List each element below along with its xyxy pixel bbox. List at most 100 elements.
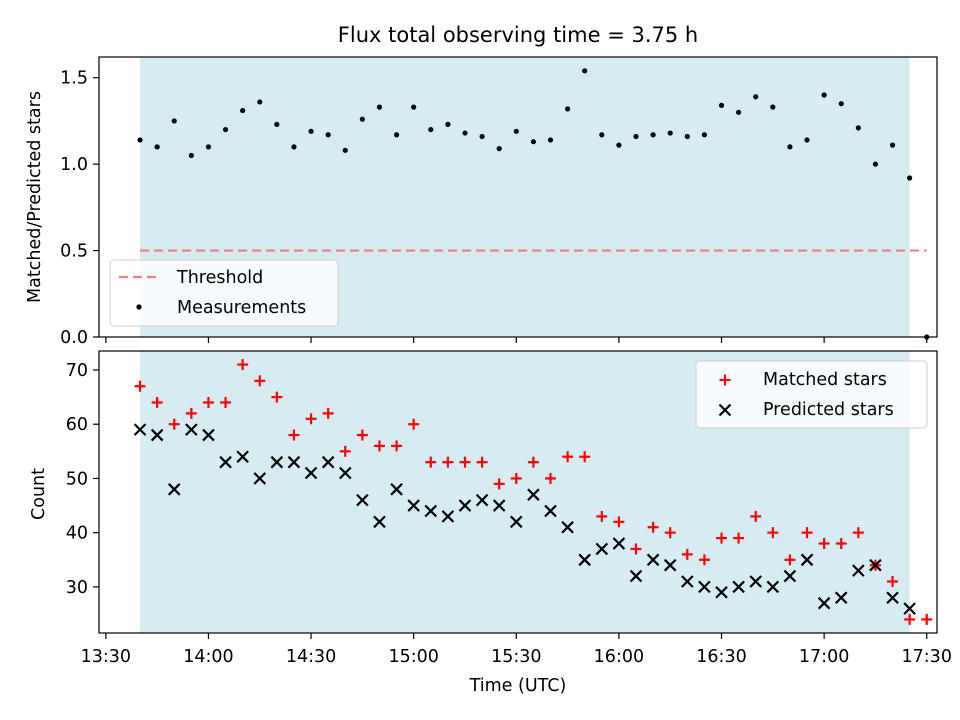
legend-predicted-swatch: [718, 403, 732, 417]
legend-matched-label: Matched stars: [763, 370, 887, 390]
predicted-star-point-b: [338, 466, 352, 480]
measurement-point: [428, 126, 434, 133]
predicted-star-point: [321, 455, 335, 469]
predicted-star-point: [287, 455, 301, 469]
matched-star-point: [220, 397, 232, 409]
legend-measurements-swatch: [136, 304, 142, 310]
bottom-x-tick-label: 15:00: [388, 647, 438, 667]
matched-star-point: [544, 472, 556, 484]
matched-star-point: [493, 478, 505, 490]
predicted-star-point: [663, 558, 677, 572]
predicted-star-point-b: [441, 510, 455, 523]
top-y-tick-label: 0.0: [60, 328, 88, 348]
predicted-star-point-b: [817, 596, 831, 610]
matched-star-point: [408, 418, 420, 430]
predicted-star-point-b: [492, 499, 506, 512]
bottom-legend-box: [695, 360, 928, 429]
matched-star-point: [681, 548, 693, 560]
matched-star-point: [356, 429, 368, 441]
predicted-star-point-b: [424, 504, 438, 518]
measurement-point: [718, 102, 725, 108]
bottom-plot-frame: [98, 350, 938, 634]
predicted-star-point-b: [390, 483, 403, 496]
count-panel: 30 40 50 60 70 13:30 14:00 14:30 15:00 15:30 16:0…: [66, 350, 952, 667]
predicted-star-point: [869, 558, 882, 572]
predicted-star-point-b: [749, 575, 762, 588]
predicted-star-point: [886, 591, 899, 605]
measurement-point: [513, 128, 519, 134]
measurement-point: [479, 133, 485, 140]
matched-star-point: [818, 538, 830, 550]
matched-star-point: [801, 527, 813, 539]
predicted-star-point-b: [869, 558, 882, 572]
matched-star-point: [168, 418, 180, 430]
predicted-star-point-b: [253, 472, 267, 485]
matched-star-point: [647, 521, 659, 533]
bottom-y-axis-label: Count: [29, 468, 49, 520]
predicted-star-point-b: [561, 520, 574, 534]
predicted-star-point-b: [698, 580, 711, 594]
matched-star-point: [442, 456, 454, 468]
predicted-star-point: [270, 455, 284, 469]
measurement-point: [684, 133, 690, 140]
matched-star-point: [664, 527, 676, 539]
predicted-star-point: [646, 553, 660, 567]
predicted-star-point: [783, 569, 797, 583]
bottom-y-tick-label: 70: [66, 361, 88, 381]
measurement-point: [872, 161, 879, 167]
matched-star-point: [254, 375, 266, 387]
matched-star-point: [237, 359, 249, 371]
predicted-star-point-b: [475, 493, 489, 507]
measurement-point: [411, 104, 417, 110]
predicted-star-point: [236, 450, 249, 464]
matched-star-point: [288, 429, 300, 441]
matched-star-point: [527, 456, 539, 468]
predicted-star-point-b: [732, 580, 745, 594]
bottom-legend: Matched stars Predicted stars: [695, 360, 928, 429]
measurement-point: [274, 121, 280, 128]
predicted-star-point: [202, 428, 215, 442]
chart-title: Flux total observing time = 3.75 h: [338, 23, 698, 47]
matched-star-point: [835, 538, 847, 550]
measurement-point: [599, 132, 605, 138]
matched-star-point: [904, 613, 916, 625]
predicted-star-point-b: [629, 569, 643, 583]
matched-star-point: [887, 575, 899, 587]
measurement-point: [633, 133, 639, 140]
matched-star-point: [767, 527, 779, 539]
predicted-star-point: [817, 596, 831, 610]
bottom-x-tick-label: 17:00: [799, 647, 849, 667]
predicted-star-point: [578, 553, 591, 567]
top-y-axis-label: Matched/Predicted stars: [25, 91, 45, 303]
predicted-star-point-b: [663, 558, 677, 572]
predicted-star-point: [338, 466, 352, 480]
predicted-star-point-b: [150, 428, 164, 442]
matched-star-point: [784, 554, 796, 566]
top-y-tick-label: 1.0: [60, 155, 88, 175]
predicted-star-point-b: [202, 428, 215, 442]
measurement-point: [650, 132, 656, 138]
measurement-point: [308, 128, 314, 134]
predicted-star-point-b: [236, 450, 249, 464]
measurement-point: [821, 92, 827, 98]
predicted-star-point-b: [527, 488, 540, 501]
top-legend-box: [109, 259, 339, 327]
predicted-star-point-b: [407, 499, 420, 512]
predicted-star-point-b: [681, 575, 694, 588]
measurement-point: [547, 137, 554, 143]
predicted-star-point-b: [287, 455, 301, 469]
bottom-y-tick-label: 40: [66, 524, 88, 544]
bottom-x-axis: 13:30 14:00 14:30 15:00 15:30 16:00 16:30 17:00…: [81, 633, 952, 667]
measurement-point: [376, 104, 383, 110]
predicted-star-point-b: [715, 586, 728, 599]
predicted-star-point-b: [458, 499, 472, 512]
predicted-star-point-b: [834, 591, 848, 605]
top-x-ticks: [105, 337, 928, 343]
predicted-star-point: [150, 428, 164, 442]
bottom-x-tick-label: 14:00: [183, 647, 233, 667]
predicted-star-point: [356, 493, 369, 507]
predicted-star-point: [527, 488, 540, 501]
predicted-star-point: [219, 455, 232, 469]
matched-star-point: [613, 516, 625, 528]
predicted-star-point: [698, 580, 711, 594]
